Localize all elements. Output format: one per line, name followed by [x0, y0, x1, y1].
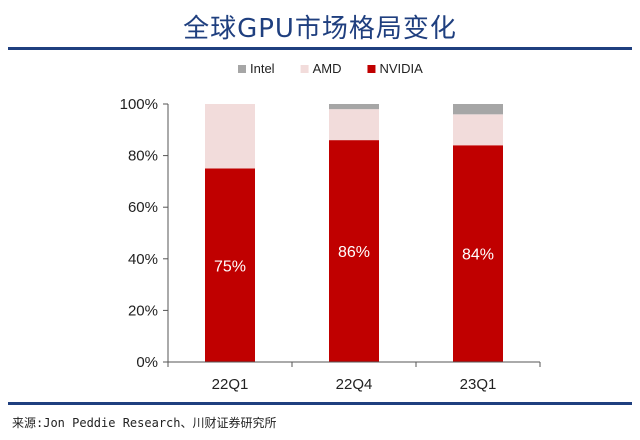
title-divider: [8, 47, 632, 50]
x-tick-label: 22Q1: [212, 376, 249, 393]
legend-label-nvidia: NVIDIA: [379, 61, 423, 76]
chart-axes: 0% 20% 40% 60% 80% 100% 22Q1 22Q4 23Q1: [120, 96, 541, 393]
bar-value-label: 75%: [214, 258, 246, 275]
y-tick-label: 40%: [128, 251, 158, 268]
chart-bars: 75% 86% 84%: [205, 104, 503, 362]
legend-label-amd: AMD: [313, 61, 342, 76]
y-tick-label: 60%: [128, 199, 158, 216]
footer-divider: [8, 402, 632, 405]
legend-label-intel: Intel: [250, 61, 275, 76]
y-tick-label: 100%: [120, 96, 158, 113]
bar-amd-22q4: [329, 109, 379, 141]
x-tick-label: 23Q1: [460, 376, 497, 393]
legend-swatch-amd: [300, 65, 309, 73]
bar-amd-22q1: [205, 104, 255, 169]
bar-nvidia-23q1: [453, 145, 503, 362]
x-tick-label: 22Q4: [336, 376, 373, 393]
bar-intel-23q1: [453, 104, 503, 115]
bar-nvidia-22q1: [205, 168, 255, 362]
bar-nvidia-22q4: [329, 140, 379, 362]
page-title: 全球GPU市场格局变化: [183, 14, 457, 44]
y-tick-label: 20%: [128, 302, 158, 319]
legend-swatch-intel: [238, 65, 246, 73]
bar-value-label: 86%: [338, 244, 370, 261]
source-note: 来源:Jon Peddie Research、川财证券研究所: [12, 416, 277, 430]
y-tick-label: 80%: [128, 148, 158, 165]
y-tick-label: 0%: [136, 354, 158, 371]
bar-amd-23q1: [453, 114, 503, 146]
bar-intel-22q4: [329, 104, 379, 110]
bar-value-label: 84%: [462, 247, 494, 264]
legend-swatch-nvidia: [367, 65, 376, 73]
chart-legend: Intel AMD NVIDIA: [238, 61, 423, 76]
